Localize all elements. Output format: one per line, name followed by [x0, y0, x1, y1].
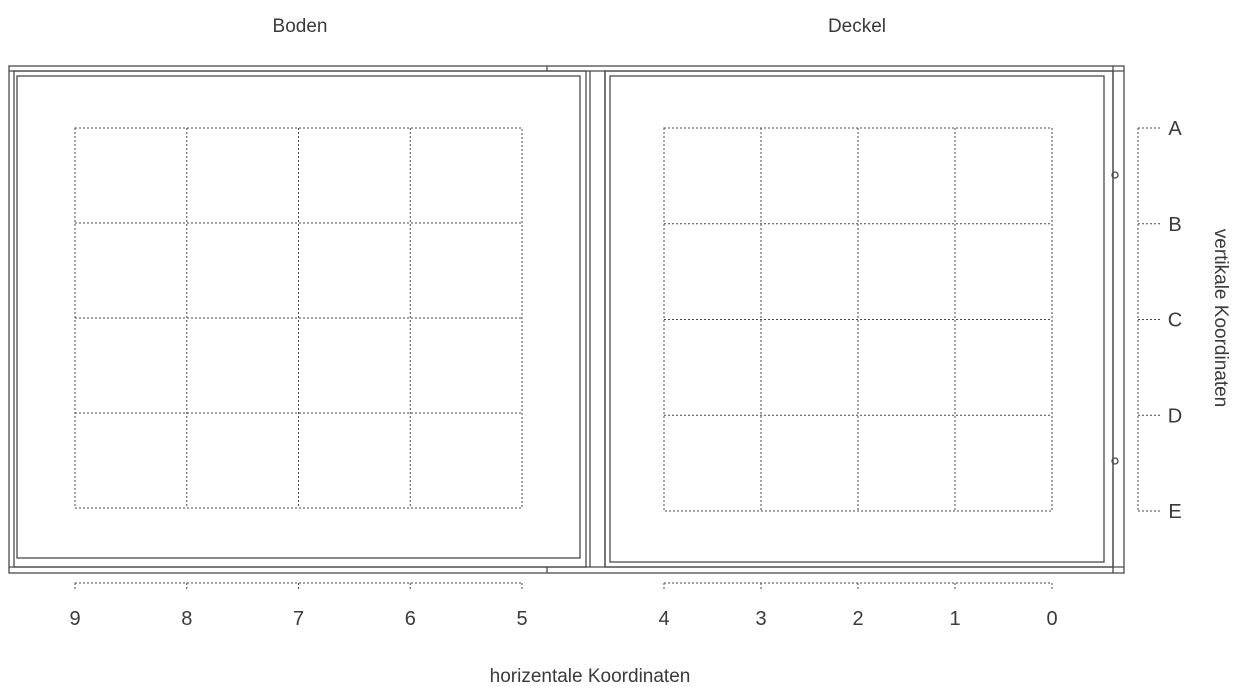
deckel-tick-label: 0: [1046, 608, 1057, 630]
boden-horizontal-scale: 9 8 7 6 5: [69, 582, 528, 630]
boden-title: Boden: [273, 16, 328, 37]
vertical-tick-label: E: [1168, 501, 1181, 523]
vertical-tick-label: D: [1168, 405, 1182, 427]
outer-frame: [8, 65, 1125, 574]
vertical-tick-label: A: [1168, 118, 1182, 140]
boden-outer-panel: [13, 70, 587, 568]
deckel-inner-panel: [609, 75, 1105, 563]
vertical-tick-label: C: [1168, 310, 1182, 332]
deckel-tick-label: 3: [755, 608, 766, 630]
boden-tick-label: 7: [293, 608, 304, 630]
boden-tick-label: 9: [69, 608, 80, 630]
deckel-horizontal-scale: 4 3 2 1 0: [658, 582, 1058, 630]
deckel-grid: [663, 127, 1053, 512]
horizontal-axis-title: horizentale Koordinaten: [490, 666, 691, 686]
boden-grid: [74, 127, 523, 509]
deckel-tick-label: 1: [949, 608, 960, 630]
boden-inner-panel: [16, 75, 581, 559]
clasp-top: [1111, 171, 1119, 179]
clasp-bottom: [1111, 457, 1119, 465]
box-outline: [8, 65, 1125, 574]
deckel-tick-label: 4: [658, 608, 669, 630]
boden-tick-label: 8: [181, 608, 192, 630]
boden-tick-label: 5: [516, 608, 527, 630]
deckel-tick-label: 2: [852, 608, 863, 630]
vertical-scale: A B C D E: [1137, 118, 1182, 523]
boden-tick-label: 6: [405, 608, 416, 630]
vertical-tick-label: B: [1168, 214, 1181, 236]
deckel-title: Deckel: [828, 16, 886, 37]
vertical-axis-title: vertikale Koordinaten: [1210, 229, 1231, 408]
